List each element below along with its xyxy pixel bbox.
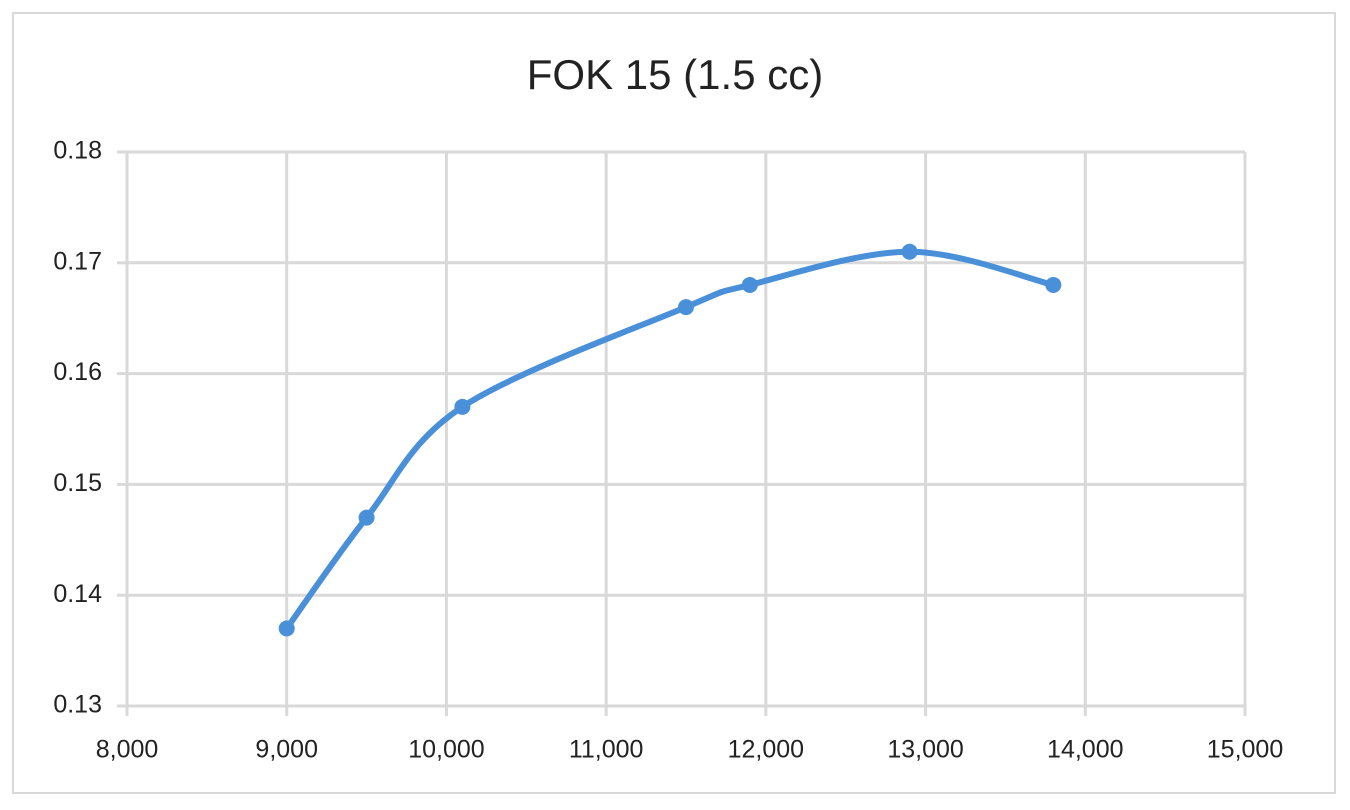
x-tick-label: 11,000 [569,736,644,764]
data-point [278,620,295,637]
data-point [1045,276,1062,293]
chart-title: FOK 15 (1.5 cc) [527,51,823,98]
x-tick-label: 10,000 [408,736,484,764]
x-tick-label: 9,000 [255,736,318,764]
y-tick-label: 0.14 [53,580,102,608]
chart-frame [12,12,1336,794]
x-tick-label: 13,000 [887,736,963,764]
y-tick-label: 0.17 [53,247,102,275]
y-tick-label: 0.16 [53,358,102,386]
x-tick-label: 15,000 [1207,736,1283,764]
x-tick-label: 12,000 [728,736,804,764]
data-point [678,299,694,316]
y-tick-label: 0.13 [53,691,102,719]
data-point [741,276,758,293]
data-point [901,243,918,260]
y-tick-label: 0.15 [53,469,102,497]
y-tick-label: 0.18 [53,137,102,165]
x-tick-label: 8,000 [96,736,159,764]
x-tick-label: 14,000 [1047,736,1123,764]
data-point [358,509,375,526]
data-point [454,398,471,415]
